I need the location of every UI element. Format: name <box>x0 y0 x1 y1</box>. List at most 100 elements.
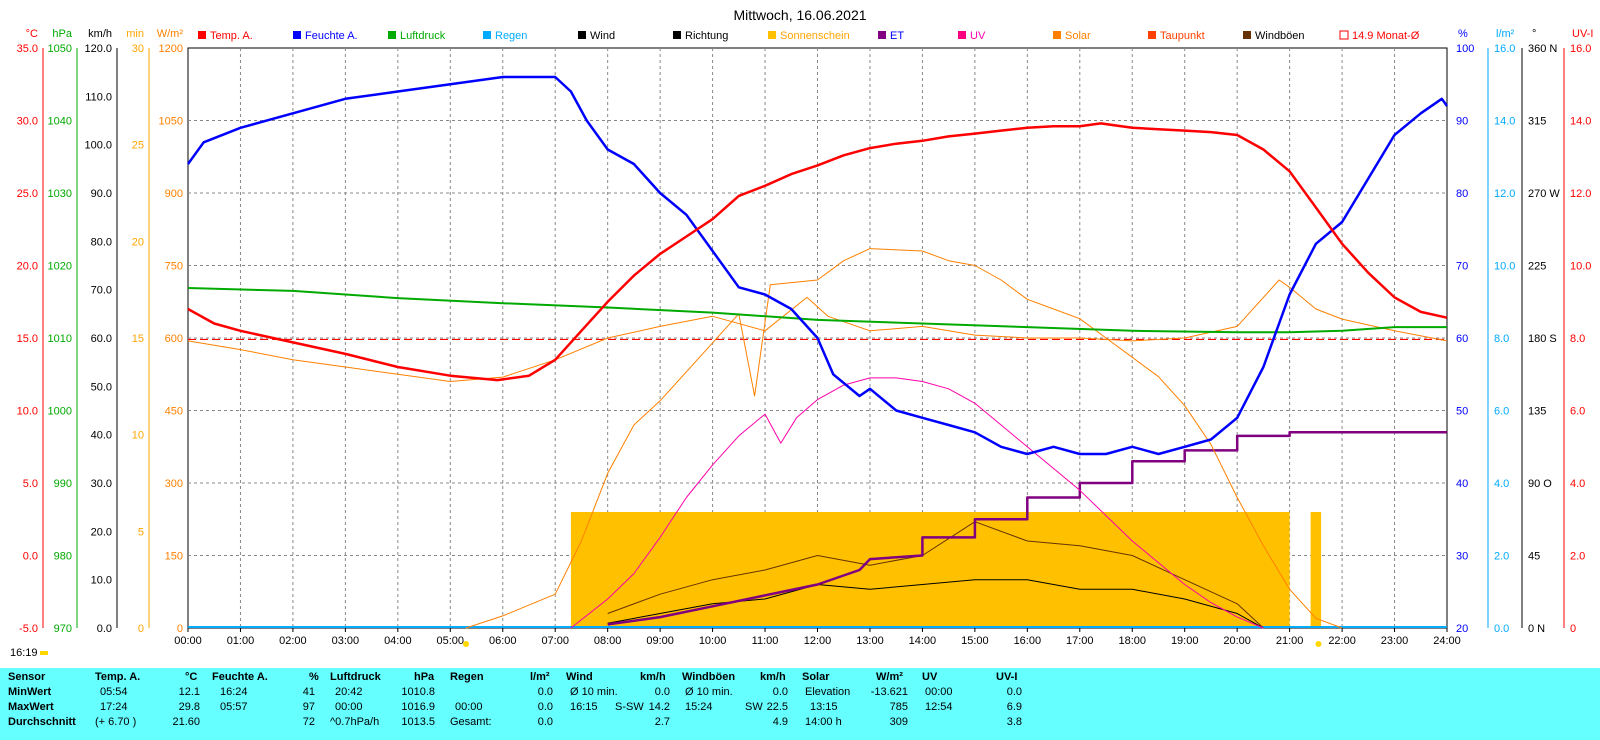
legend-swatch <box>388 31 396 39</box>
x-tick-label: 03:00 <box>332 635 360 647</box>
stats-temp-min-time: 05:54 <box>100 686 128 698</box>
x-tick-label: 11:00 <box>752 635 779 647</box>
axis-tick-label: 5 <box>138 526 144 538</box>
legend-label: Taupunkt <box>1160 30 1205 42</box>
axis-tick-label: 100 <box>1456 43 1474 55</box>
axis-unit-left: km/h <box>88 28 112 40</box>
stats-humidity-max: 97 <box>302 701 315 713</box>
sunshine-bar <box>570 512 1290 628</box>
axis-tick-label: 5.0 <box>23 478 38 490</box>
legend-label: Luftdruck <box>400 30 446 42</box>
axis-tick-label: 750 <box>165 261 183 273</box>
axis-tick-label: 40 <box>1456 478 1468 490</box>
stats-temp-unit: °C <box>185 671 198 683</box>
stats-wind-min-label: Ø 10 min. <box>570 686 618 698</box>
axis-unit-right: l/m² <box>1496 28 1515 40</box>
x-tick-label: 13:00 <box>856 635 884 647</box>
stats-panel: Sensor MinWert MaxWert Durchschnitt Temp… <box>0 668 1600 740</box>
stats-temp-avg-note: (+ 6.70 ) <box>95 716 137 728</box>
x-tick-label: 10:00 <box>699 635 727 647</box>
x-tick-label: 09:00 <box>646 635 674 647</box>
x-tick-label: 02:00 <box>279 635 307 647</box>
axis-tick-label: 0.0 <box>97 623 112 635</box>
stats-pressure-max-time: 00:00 <box>335 701 363 713</box>
axis-tick-label: 10.0 <box>1494 261 1515 273</box>
axis-tick-label: 80.0 <box>91 236 112 248</box>
axis-tick-label: 110.0 <box>85 91 112 103</box>
stats-gust-min: 0.0 <box>772 686 788 698</box>
stats-solar-max: 785 <box>889 701 908 713</box>
axis-tick-label: 15 <box>132 333 144 345</box>
stats-gust-min-label: Ø 10 min. <box>685 686 733 698</box>
legend-swatch <box>578 31 586 39</box>
stats-temp-avg: 21.60 <box>172 716 200 728</box>
x-tick-label: 20:00 <box>1223 635 1251 647</box>
axis-tick-label: 980 <box>54 551 72 563</box>
stats-rain-max-time: 00:00 <box>455 701 483 713</box>
stats-solar-avg: 309 <box>889 716 908 728</box>
axis-tick-label: 60.0 <box>91 333 112 345</box>
series-line-temp-a <box>187 122 1448 382</box>
stats-humidity-min-time: 16:24 <box>220 686 248 698</box>
legend-label: Solar <box>1065 30 1091 42</box>
stats-pressure-avg: 1013.5 <box>401 716 435 728</box>
axis-tick-label: 0 <box>1570 623 1576 635</box>
axis-tick-label: 1020 <box>48 261 72 273</box>
axis-tick-label: 16.0 <box>1494 43 1515 55</box>
series-line-uv <box>570 377 1264 629</box>
legend-label: Windböen <box>1255 30 1305 42</box>
axis-tick-label: 0 N <box>1528 623 1545 635</box>
x-tick-label: 22:00 <box>1328 635 1356 647</box>
time-marker <box>40 651 48 655</box>
stats-humidity-header: Feuchte A. <box>212 671 268 683</box>
axis-tick-label: 970 <box>54 623 72 635</box>
axis-tick-label: 10 <box>132 430 144 442</box>
stats-humidity-min: 41 <box>302 686 315 698</box>
x-tick-label: 18:00 <box>1118 635 1146 647</box>
axis-tick-label: 60 <box>1456 333 1468 345</box>
stats-humidity-unit: % <box>309 671 319 683</box>
legend-swatch <box>958 31 966 39</box>
legend-swatch <box>1243 31 1251 39</box>
x-tick-label: 15:00 <box>961 635 989 647</box>
x-tick-label: 23:00 <box>1381 635 1409 647</box>
axis-tick-label: 8.0 <box>1570 333 1585 345</box>
axis-tick-label: 25 <box>132 140 144 152</box>
axis-tick-label: 25.0 <box>17 188 38 200</box>
series-line-solar <box>465 248 1343 629</box>
axis-unit-left: hPa <box>52 28 72 40</box>
legend-label: ET <box>890 30 904 42</box>
stats-row-min: MinWert <box>8 686 52 698</box>
axis-tick-label: 15.0 <box>17 333 38 345</box>
stats-uv-max: 6.9 <box>1006 701 1022 713</box>
stats-solar-header: Solar <box>802 671 830 683</box>
axis-tick-label: 12.0 <box>1494 188 1515 200</box>
stats-uv-min-time: 00:00 <box>925 686 953 698</box>
stats-gust-avg: 4.9 <box>772 716 788 728</box>
stats-wind-max-time: 16:15 <box>570 701 598 713</box>
stats-row-max: MaxWert <box>8 701 54 713</box>
stats-rain-min: 0.0 <box>537 686 553 698</box>
stats-gust-unit: km/h <box>760 671 786 683</box>
x-tick-label: 05:00 <box>437 635 465 647</box>
series-line-taupunkt <box>187 279 1448 382</box>
stats-temp-max-time: 17:24 <box>100 701 128 713</box>
stats-temp-min: 12.1 <box>178 686 200 698</box>
axis-tick-label: 900 <box>165 188 183 200</box>
stats-solar-min: -13.621 <box>870 686 908 698</box>
axis-tick-label: 20 <box>1456 623 1468 635</box>
series-line-feuchte-a <box>186 75 1449 456</box>
series-line-wind <box>607 579 1264 629</box>
stats-rain-avg: 0.0 <box>537 716 553 728</box>
axis-tick-label: 6.0 <box>1494 406 1509 418</box>
axis-tick-label: 0.0 <box>23 551 38 563</box>
axis-tick-label: 10.0 <box>17 406 38 418</box>
stats-solar-max-time: 13:15 <box>810 701 838 713</box>
axis-tick-label: 4.0 <box>1570 478 1585 490</box>
stats-sensor-header: Sensor <box>8 671 46 683</box>
stats-gust-max: 22.5 <box>766 701 788 713</box>
stats-wind-max-dir: S-SW <box>615 701 644 713</box>
stats-rain-avg-note: Gesamt: <box>450 716 492 728</box>
stats-humidity-avg: 72 <box>302 716 315 728</box>
stats-solar-min-label: Elevation <box>805 686 851 698</box>
